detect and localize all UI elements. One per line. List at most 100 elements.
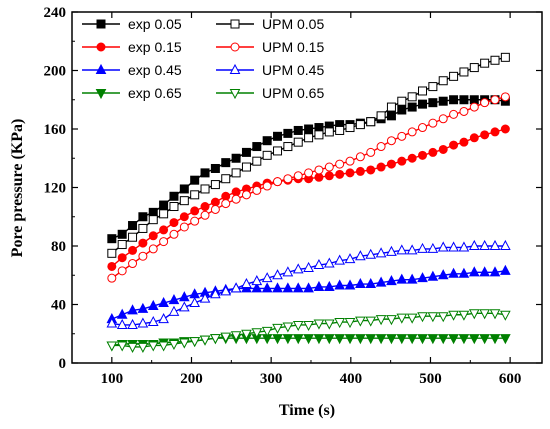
data-point bbox=[323, 334, 335, 345]
data-point bbox=[335, 125, 345, 135]
data-point bbox=[417, 242, 428, 253]
data-point bbox=[417, 312, 428, 323]
data-point bbox=[138, 223, 148, 233]
data-point bbox=[262, 150, 272, 160]
data-point bbox=[179, 212, 189, 222]
series-1 bbox=[107, 52, 510, 258]
legend-marker bbox=[230, 19, 240, 29]
data-point bbox=[147, 341, 159, 352]
data-point bbox=[137, 342, 149, 353]
legend-label: exp 0.05 bbox=[128, 16, 182, 32]
data-point bbox=[199, 335, 211, 346]
data-point bbox=[448, 334, 459, 345]
data-point bbox=[231, 168, 241, 178]
data-point bbox=[138, 212, 148, 222]
data-point bbox=[396, 244, 408, 255]
data-point bbox=[313, 334, 325, 345]
data-point bbox=[168, 294, 180, 305]
data-point bbox=[190, 206, 200, 216]
data-point bbox=[365, 277, 377, 289]
data-point bbox=[438, 114, 448, 124]
data-point bbox=[169, 218, 179, 228]
data-point bbox=[107, 273, 117, 283]
legend-item: UPM 0.65 bbox=[216, 85, 324, 101]
data-point bbox=[468, 266, 480, 277]
x-tick-label: 500 bbox=[419, 371, 442, 387]
data-point bbox=[262, 181, 272, 191]
data-point bbox=[282, 282, 294, 293]
data-point bbox=[313, 280, 325, 291]
data-point bbox=[500, 92, 510, 102]
data-point bbox=[355, 334, 366, 345]
data-point bbox=[365, 316, 377, 327]
data-point bbox=[376, 142, 386, 152]
data-point bbox=[189, 296, 201, 308]
data-point bbox=[190, 190, 200, 200]
data-point bbox=[386, 102, 396, 112]
data-point bbox=[262, 136, 272, 146]
data-point bbox=[396, 313, 408, 324]
data-point bbox=[251, 328, 263, 339]
data-point bbox=[190, 216, 200, 226]
data-point bbox=[168, 305, 180, 316]
data-point bbox=[365, 248, 377, 259]
data-point bbox=[221, 191, 231, 201]
data-point bbox=[304, 124, 314, 134]
data-point bbox=[490, 127, 500, 137]
legend-item: exp 0.05 bbox=[82, 16, 182, 32]
data-point bbox=[313, 319, 325, 330]
series-4 bbox=[106, 264, 511, 324]
data-point bbox=[355, 277, 366, 289]
data-point bbox=[178, 291, 190, 302]
data-point bbox=[437, 312, 449, 323]
data-point bbox=[324, 162, 334, 172]
data-point bbox=[189, 337, 201, 348]
data-point bbox=[418, 123, 428, 133]
data-point bbox=[480, 130, 490, 140]
data-point bbox=[355, 250, 366, 261]
data-point bbox=[273, 146, 283, 156]
data-point bbox=[313, 258, 325, 270]
data-point bbox=[437, 269, 449, 280]
data-point bbox=[386, 334, 397, 345]
data-point bbox=[116, 308, 128, 319]
data-point bbox=[335, 159, 345, 169]
data-point bbox=[303, 320, 314, 332]
legend-label: UPM 0.65 bbox=[262, 85, 324, 101]
data-point bbox=[107, 234, 117, 244]
data-point bbox=[273, 177, 283, 187]
data-point bbox=[428, 147, 438, 157]
data-point bbox=[292, 334, 304, 345]
data-point bbox=[406, 244, 418, 255]
x-axis-title: Time (s) bbox=[279, 402, 335, 419]
legend-item: exp 0.15 bbox=[82, 39, 182, 55]
data-point bbox=[418, 86, 428, 96]
data-point bbox=[386, 315, 397, 326]
data-point bbox=[345, 123, 355, 133]
data-point bbox=[407, 92, 417, 102]
data-point bbox=[355, 152, 365, 162]
data-point bbox=[355, 120, 365, 130]
legend-item: UPM 0.15 bbox=[216, 39, 324, 55]
data-point bbox=[396, 273, 408, 284]
data-point bbox=[428, 82, 438, 92]
data-point bbox=[179, 222, 189, 232]
data-point bbox=[138, 238, 148, 248]
data-point bbox=[335, 169, 345, 179]
data-point bbox=[468, 239, 480, 250]
data-point bbox=[178, 338, 190, 349]
data-point bbox=[417, 272, 428, 283]
data-point bbox=[106, 341, 118, 352]
x-tick-label: 400 bbox=[340, 371, 363, 387]
data-point bbox=[169, 229, 179, 239]
data-point bbox=[200, 210, 210, 220]
data-point bbox=[324, 127, 334, 137]
legend-marker bbox=[95, 89, 107, 100]
y-tick-label: 120 bbox=[44, 181, 67, 197]
data-point bbox=[418, 150, 428, 160]
data-point bbox=[210, 197, 220, 207]
data-point bbox=[117, 266, 127, 276]
data-point bbox=[334, 254, 345, 265]
data-point bbox=[323, 319, 335, 330]
